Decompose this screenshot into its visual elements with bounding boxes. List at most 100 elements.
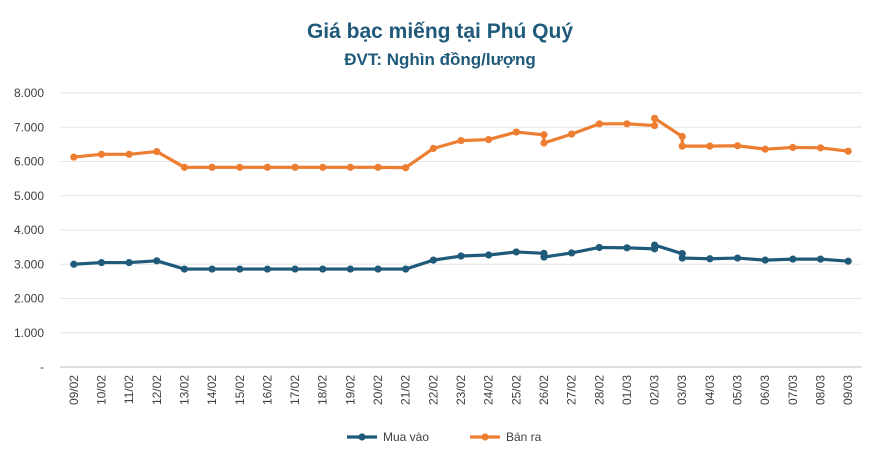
- x-tick-label: 05/03: [731, 375, 745, 405]
- series-mua-vao: [70, 241, 852, 273]
- data-point: [402, 265, 410, 273]
- x-tick-label: 11/02: [122, 375, 136, 404]
- data-point: [733, 254, 742, 262]
- y-tick-label: 8.000: [14, 86, 44, 100]
- data-point: [97, 258, 106, 267]
- data-point: [236, 265, 244, 273]
- legend-label: Bán ra: [506, 430, 542, 444]
- x-tick-label: 25/02: [509, 375, 523, 405]
- chart-subtitle: ĐVT: Nghìn đồng/lượng: [344, 50, 536, 69]
- data-point: [346, 163, 354, 171]
- y-tick-label: 7.000: [14, 120, 44, 134]
- x-tick-label: 22/02: [426, 375, 440, 405]
- data-point: [236, 163, 244, 171]
- data-point: [733, 142, 742, 150]
- data-point: [291, 265, 299, 273]
- data-point: [125, 258, 133, 267]
- data-point: [568, 249, 576, 257]
- data-point: [540, 131, 548, 139]
- data-point: [429, 256, 437, 264]
- x-tick-label: 19/02: [343, 375, 357, 405]
- data-point: [678, 254, 686, 262]
- data-point: [97, 150, 106, 158]
- data-point: [816, 144, 825, 152]
- data-point: [540, 139, 548, 147]
- series-layer: [70, 114, 852, 273]
- x-tick-label: 10/02: [94, 375, 108, 405]
- data-point: [844, 147, 852, 155]
- y-tick-label: 5.000: [14, 189, 44, 203]
- data-point: [208, 163, 216, 171]
- x-tick-label: 24/02: [482, 375, 496, 405]
- data-point: [650, 241, 659, 249]
- x-tick-label: 28/02: [592, 375, 606, 405]
- series-line: [72, 243, 850, 271]
- x-tick-label: 27/02: [565, 375, 579, 405]
- data-point: [485, 251, 493, 259]
- data-point: [70, 153, 78, 161]
- data-point: [789, 255, 797, 263]
- x-tick-label: 03/03: [675, 375, 689, 405]
- data-point: [789, 143, 797, 152]
- data-point: [761, 145, 769, 153]
- legend-label: Mua vào: [383, 430, 429, 444]
- y-tick-label: 3.000: [14, 257, 44, 271]
- x-axis-ticks: 09/02 10/02 11/02 12/02 13/02 14/02 15/02 16/02…: [67, 375, 855, 405]
- data-point: [457, 252, 465, 260]
- x-tick-label: 01/03: [620, 375, 634, 405]
- data-point: [512, 248, 520, 256]
- data-point: [844, 257, 852, 265]
- x-tick-label: 13/02: [177, 375, 191, 405]
- x-tick-label: 09/03: [841, 375, 855, 405]
- data-point: [374, 265, 382, 273]
- data-point: [429, 144, 437, 153]
- gridlines: [60, 92, 862, 368]
- x-tick-label: 08/03: [814, 375, 828, 405]
- data-point: [180, 163, 189, 171]
- data-point: [291, 163, 299, 171]
- x-tick-label: 15/02: [233, 375, 247, 405]
- data-point: [153, 147, 161, 156]
- data-point: [374, 163, 382, 171]
- data-point: [595, 120, 603, 128]
- data-point: [457, 137, 465, 145]
- x-tick-label: 17/02: [288, 375, 302, 405]
- legend: Mua vào Bán ra: [347, 430, 542, 444]
- y-tick-label: 2.000: [14, 292, 44, 306]
- data-point: [623, 120, 631, 128]
- y-tick-label: 6.000: [14, 155, 44, 169]
- series-line: [72, 116, 850, 170]
- data-point: [761, 256, 769, 264]
- y-axis-ticks: - 1.000 2.000 3.000 4.000 5.000 6.000 7.000 8.00…: [14, 86, 44, 374]
- data-point: [319, 163, 327, 171]
- data-point: [263, 163, 272, 171]
- x-tick-label: 26/02: [537, 375, 551, 405]
- data-point: [402, 164, 410, 172]
- x-tick-label: 09/02: [67, 375, 81, 405]
- data-point: [650, 114, 659, 122]
- data-point: [816, 255, 825, 263]
- x-tick-label: 14/02: [205, 375, 219, 405]
- chart-title: Giá bạc miếng tại Phú Quý: [307, 20, 573, 43]
- data-point: [678, 142, 686, 150]
- data-point: [706, 255, 714, 263]
- x-tick-label: 20/02: [371, 375, 385, 405]
- data-point: [595, 243, 603, 252]
- x-tick-label: 23/02: [454, 375, 468, 405]
- x-tick-label: 12/02: [150, 375, 164, 405]
- x-tick-label: 16/02: [260, 375, 274, 405]
- x-tick-label: 07/03: [786, 375, 800, 405]
- data-point: [706, 142, 714, 150]
- data-point: [568, 130, 576, 138]
- y-tick-label: 1.000: [14, 326, 44, 340]
- legend-marker: [358, 433, 366, 441]
- y-tick-label: -: [40, 360, 44, 374]
- data-point: [319, 265, 327, 273]
- data-point: [153, 257, 161, 265]
- data-point: [180, 265, 189, 273]
- y-tick-label: 4.000: [14, 223, 44, 237]
- data-point: [263, 265, 272, 273]
- data-point: [485, 135, 493, 144]
